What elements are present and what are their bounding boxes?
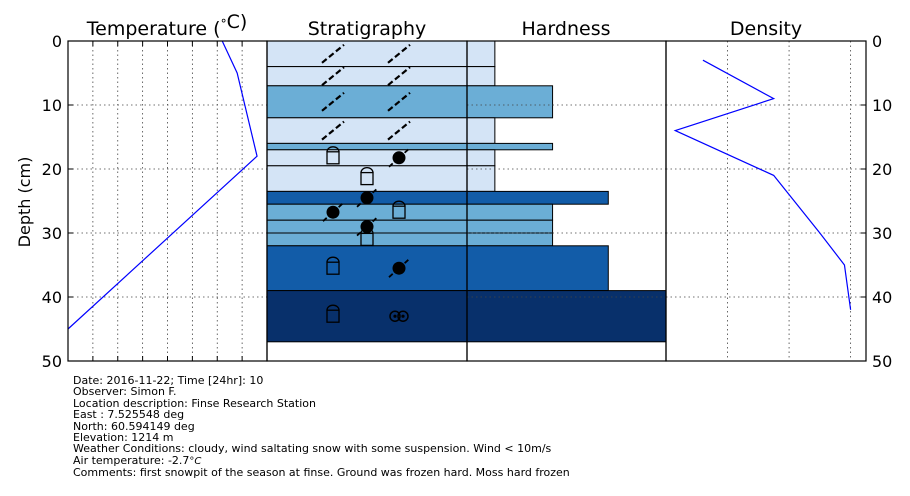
temperature-line	[67, 40, 258, 330]
info-north: North: 60.594149 deg	[73, 419, 195, 433]
stratigraphy-layer	[266, 165, 468, 192]
panel-frames	[67, 40, 867, 362]
hardness-bar	[466, 149, 496, 167]
density-panel-title: Density	[730, 18, 802, 40]
stratigraphy-layer	[266, 290, 468, 343]
hardness-bar	[466, 290, 667, 343]
profile-lines	[67, 40, 852, 330]
y-axis-label: Depth (cm)	[15, 157, 34, 248]
grain-fc-icon	[392, 200, 406, 219]
tick-label-left: 0	[52, 32, 62, 51]
hardness-bar	[466, 117, 496, 144]
metadata-block: Date: 2016-11-22; Time [24hr]: 10 Observ…	[73, 375, 570, 479]
panel-frame	[67, 40, 268, 362]
grain-rg-icon	[388, 258, 410, 278]
stratigraphy-layer	[266, 40, 468, 68]
hardness-bar	[466, 66, 496, 87]
stratigraphy-panel-title: Stratigraphy	[308, 18, 427, 40]
tick-label-right: 40	[872, 288, 892, 307]
grain-df-icon	[321, 91, 345, 112]
grain-fc-icon	[326, 256, 340, 275]
hardness-bar	[466, 40, 496, 68]
grain-fc-icon	[360, 166, 374, 186]
tick-label-left: 30	[42, 224, 62, 243]
hardness-bar	[466, 232, 554, 247]
grain-fc-icon	[326, 146, 340, 165]
info-air-temperature: Air temperature: -2.7°C	[73, 453, 202, 467]
info-east: East : 7.525548 deg	[73, 408, 185, 422]
hardness-bar	[466, 85, 554, 119]
info-location: Location description: Finse Research Sta…	[73, 396, 316, 410]
hardness-bar	[466, 219, 554, 234]
tick-label-right: 30	[872, 224, 892, 243]
tick-label-right: 10	[872, 96, 892, 115]
density-line	[673, 59, 852, 310]
grain-df-icon	[321, 66, 345, 87]
hardness-bar	[466, 190, 609, 205]
hardness-bar	[466, 165, 496, 192]
tick-label-left: 10	[42, 96, 62, 115]
tick-label-left: 50	[42, 352, 62, 371]
depth-ticks: 0 0 10 10 20 20 30 30 40 40 50 50	[42, 32, 893, 371]
grain-df-icon	[321, 120, 345, 141]
hardness-bar	[466, 203, 554, 221]
info-weather: Weather Conditions: cloudy, wind saltati…	[73, 442, 552, 456]
info-comments: Comments: first snowpit of the season at…	[73, 466, 570, 480]
grain-rg-icon	[388, 148, 410, 168]
tick-label-left: 40	[42, 288, 62, 307]
temperature-panel-title: Temperature (°C)	[86, 11, 248, 40]
grain-rg-icon	[322, 202, 344, 222]
grain-fc-icon	[360, 227, 374, 247]
grain-symbols	[321, 43, 411, 323]
stratigraphy-layer	[266, 232, 468, 247]
panel-frame	[665, 40, 867, 362]
tick-label-right: 20	[872, 160, 892, 179]
stratigraphy-layer	[266, 66, 468, 87]
grain-df-icon	[387, 43, 411, 64]
stratigraphy-layer	[266, 85, 468, 119]
grain-rg-icon	[356, 188, 378, 208]
grain-fc-icon	[326, 304, 340, 323]
grain-df-icon	[387, 91, 411, 112]
hardness-panel-title: Hardness	[522, 18, 611, 40]
info-date-time: Date: 2016-11-22; Time [24hr]: 10	[73, 374, 264, 387]
grain-df-icon	[387, 120, 411, 141]
grain-mf-icon	[389, 310, 409, 322]
info-elevation: Elevation: 1214 m	[73, 431, 174, 445]
tick-label-left: 20	[42, 160, 62, 179]
stratigraphy-layer	[266, 149, 468, 167]
grain-df-icon	[321, 43, 345, 64]
info-observer: Observer: Simon F.	[73, 385, 177, 399]
hardness-bar	[466, 142, 554, 151]
tick-label-right: 0	[872, 32, 882, 51]
tick-label-right: 50	[872, 352, 892, 371]
stratigraphy-layer	[266, 203, 468, 221]
stratigraphy-layer	[266, 142, 468, 151]
grain-df-icon	[387, 66, 411, 87]
stratigraphy-layer	[266, 117, 468, 144]
stratigraphy-layer	[266, 245, 468, 292]
hardness-bar	[466, 245, 609, 292]
